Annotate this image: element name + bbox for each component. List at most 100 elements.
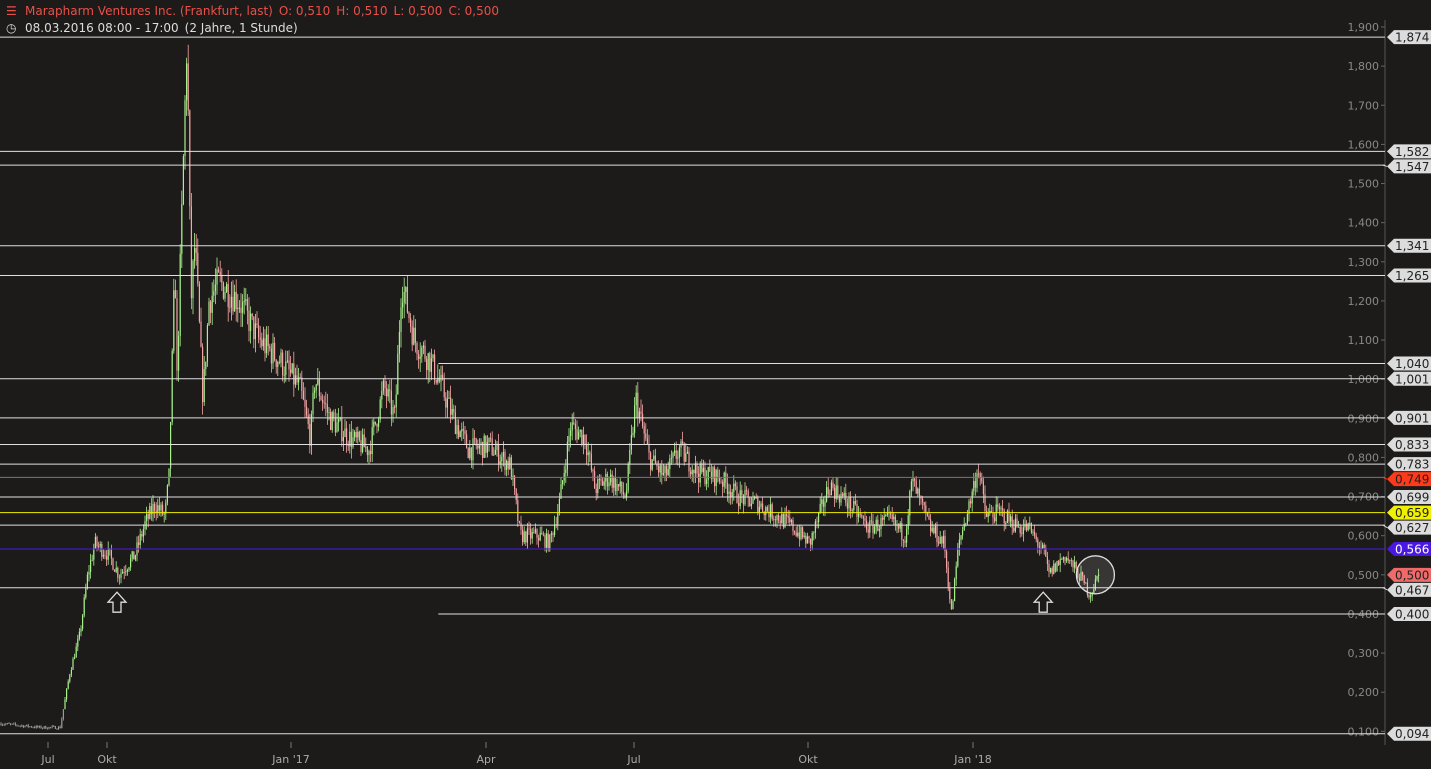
- period: (2 Jahre, 1 Stunde): [184, 21, 298, 35]
- y-tick-label: 0,100: [1348, 725, 1380, 738]
- candle: [515, 489, 517, 501]
- candle: [486, 442, 488, 453]
- candle: [347, 444, 349, 447]
- candle: [43, 726, 45, 728]
- candle: [918, 488, 920, 497]
- candle: [760, 503, 762, 507]
- candle: [1059, 559, 1061, 565]
- candle: [731, 492, 733, 497]
- candle: [101, 543, 103, 557]
- candle: [1085, 582, 1087, 584]
- candle: [216, 269, 218, 285]
- candle: [405, 287, 407, 292]
- candle: [746, 490, 748, 491]
- candle: [822, 499, 824, 507]
- candle: [434, 354, 436, 381]
- candle: [1019, 526, 1021, 534]
- candle: [925, 505, 927, 513]
- candle: [374, 421, 376, 425]
- candle: [371, 427, 373, 454]
- candle: [752, 498, 754, 504]
- candle: [258, 325, 260, 338]
- candle: [854, 501, 856, 505]
- candle: [86, 574, 88, 589]
- candle: [650, 452, 652, 470]
- candle: [587, 452, 589, 456]
- candle: [742, 495, 744, 505]
- candle: [26, 724, 28, 726]
- candle: [536, 529, 538, 538]
- candle: [790, 520, 792, 523]
- candle: [714, 467, 716, 487]
- candlestick-settings-icon[interactable]: ☰: [6, 4, 17, 18]
- candle: [891, 514, 893, 520]
- y-tick-label: 0,300: [1348, 647, 1380, 660]
- x-tick-label: Jul: [626, 753, 640, 766]
- x-tick-label: Jan '17: [271, 753, 309, 766]
- candle: [1056, 561, 1058, 572]
- candle: [414, 327, 416, 343]
- candle: [710, 471, 712, 479]
- candle: [290, 369, 292, 373]
- candle: [579, 429, 581, 432]
- candle: [803, 535, 805, 538]
- candle: [366, 446, 368, 456]
- candle: [1040, 547, 1042, 549]
- candle: [48, 727, 50, 729]
- candle: [386, 388, 388, 397]
- candle: [1061, 559, 1063, 560]
- candle: [1011, 516, 1013, 528]
- candle: [304, 399, 306, 407]
- y-tick-label: 0,200: [1348, 686, 1380, 699]
- candle: [1051, 568, 1053, 574]
- candle: [418, 354, 420, 359]
- candle: [272, 342, 274, 364]
- candle: [104, 555, 106, 556]
- candle: [987, 513, 989, 518]
- candle: [0, 723, 2, 726]
- up-arrow-marker: [1032, 591, 1054, 613]
- candle: [560, 484, 562, 499]
- candle: [682, 441, 684, 444]
- candle: [952, 601, 954, 610]
- level-tag-label: 0,094: [1395, 727, 1429, 741]
- candle: [581, 429, 583, 445]
- candle: [950, 599, 952, 610]
- candle: [198, 283, 200, 322]
- candle: [270, 348, 272, 364]
- level-tag: [1387, 505, 1431, 520]
- candle: [346, 428, 348, 445]
- candle: [608, 482, 610, 487]
- candle: [408, 312, 410, 319]
- candle: [709, 467, 711, 472]
- candle: [530, 528, 532, 539]
- candle: [402, 302, 404, 308]
- candle: [645, 433, 647, 439]
- candle: [429, 353, 431, 372]
- candle: [139, 534, 141, 545]
- candle: [733, 483, 735, 493]
- open-value: O: 0,510: [278, 4, 331, 18]
- candle: [206, 325, 208, 362]
- candle: [1069, 560, 1071, 562]
- candle: [360, 440, 362, 452]
- candle: [99, 543, 101, 547]
- candle: [963, 523, 965, 531]
- candle: [675, 450, 677, 459]
- candle: [194, 248, 196, 261]
- candle: [901, 522, 903, 540]
- candle: [747, 490, 749, 498]
- candle: [798, 532, 800, 540]
- candle: [166, 485, 168, 503]
- candle: [78, 631, 80, 639]
- candle: [738, 502, 740, 507]
- candle: [558, 498, 560, 513]
- candle: [213, 291, 215, 296]
- candle: [1000, 508, 1002, 510]
- close-value: C: 0,500: [448, 4, 500, 18]
- candle: [1030, 522, 1032, 533]
- candle: [162, 504, 164, 515]
- candle: [114, 569, 116, 572]
- candle: [750, 503, 752, 507]
